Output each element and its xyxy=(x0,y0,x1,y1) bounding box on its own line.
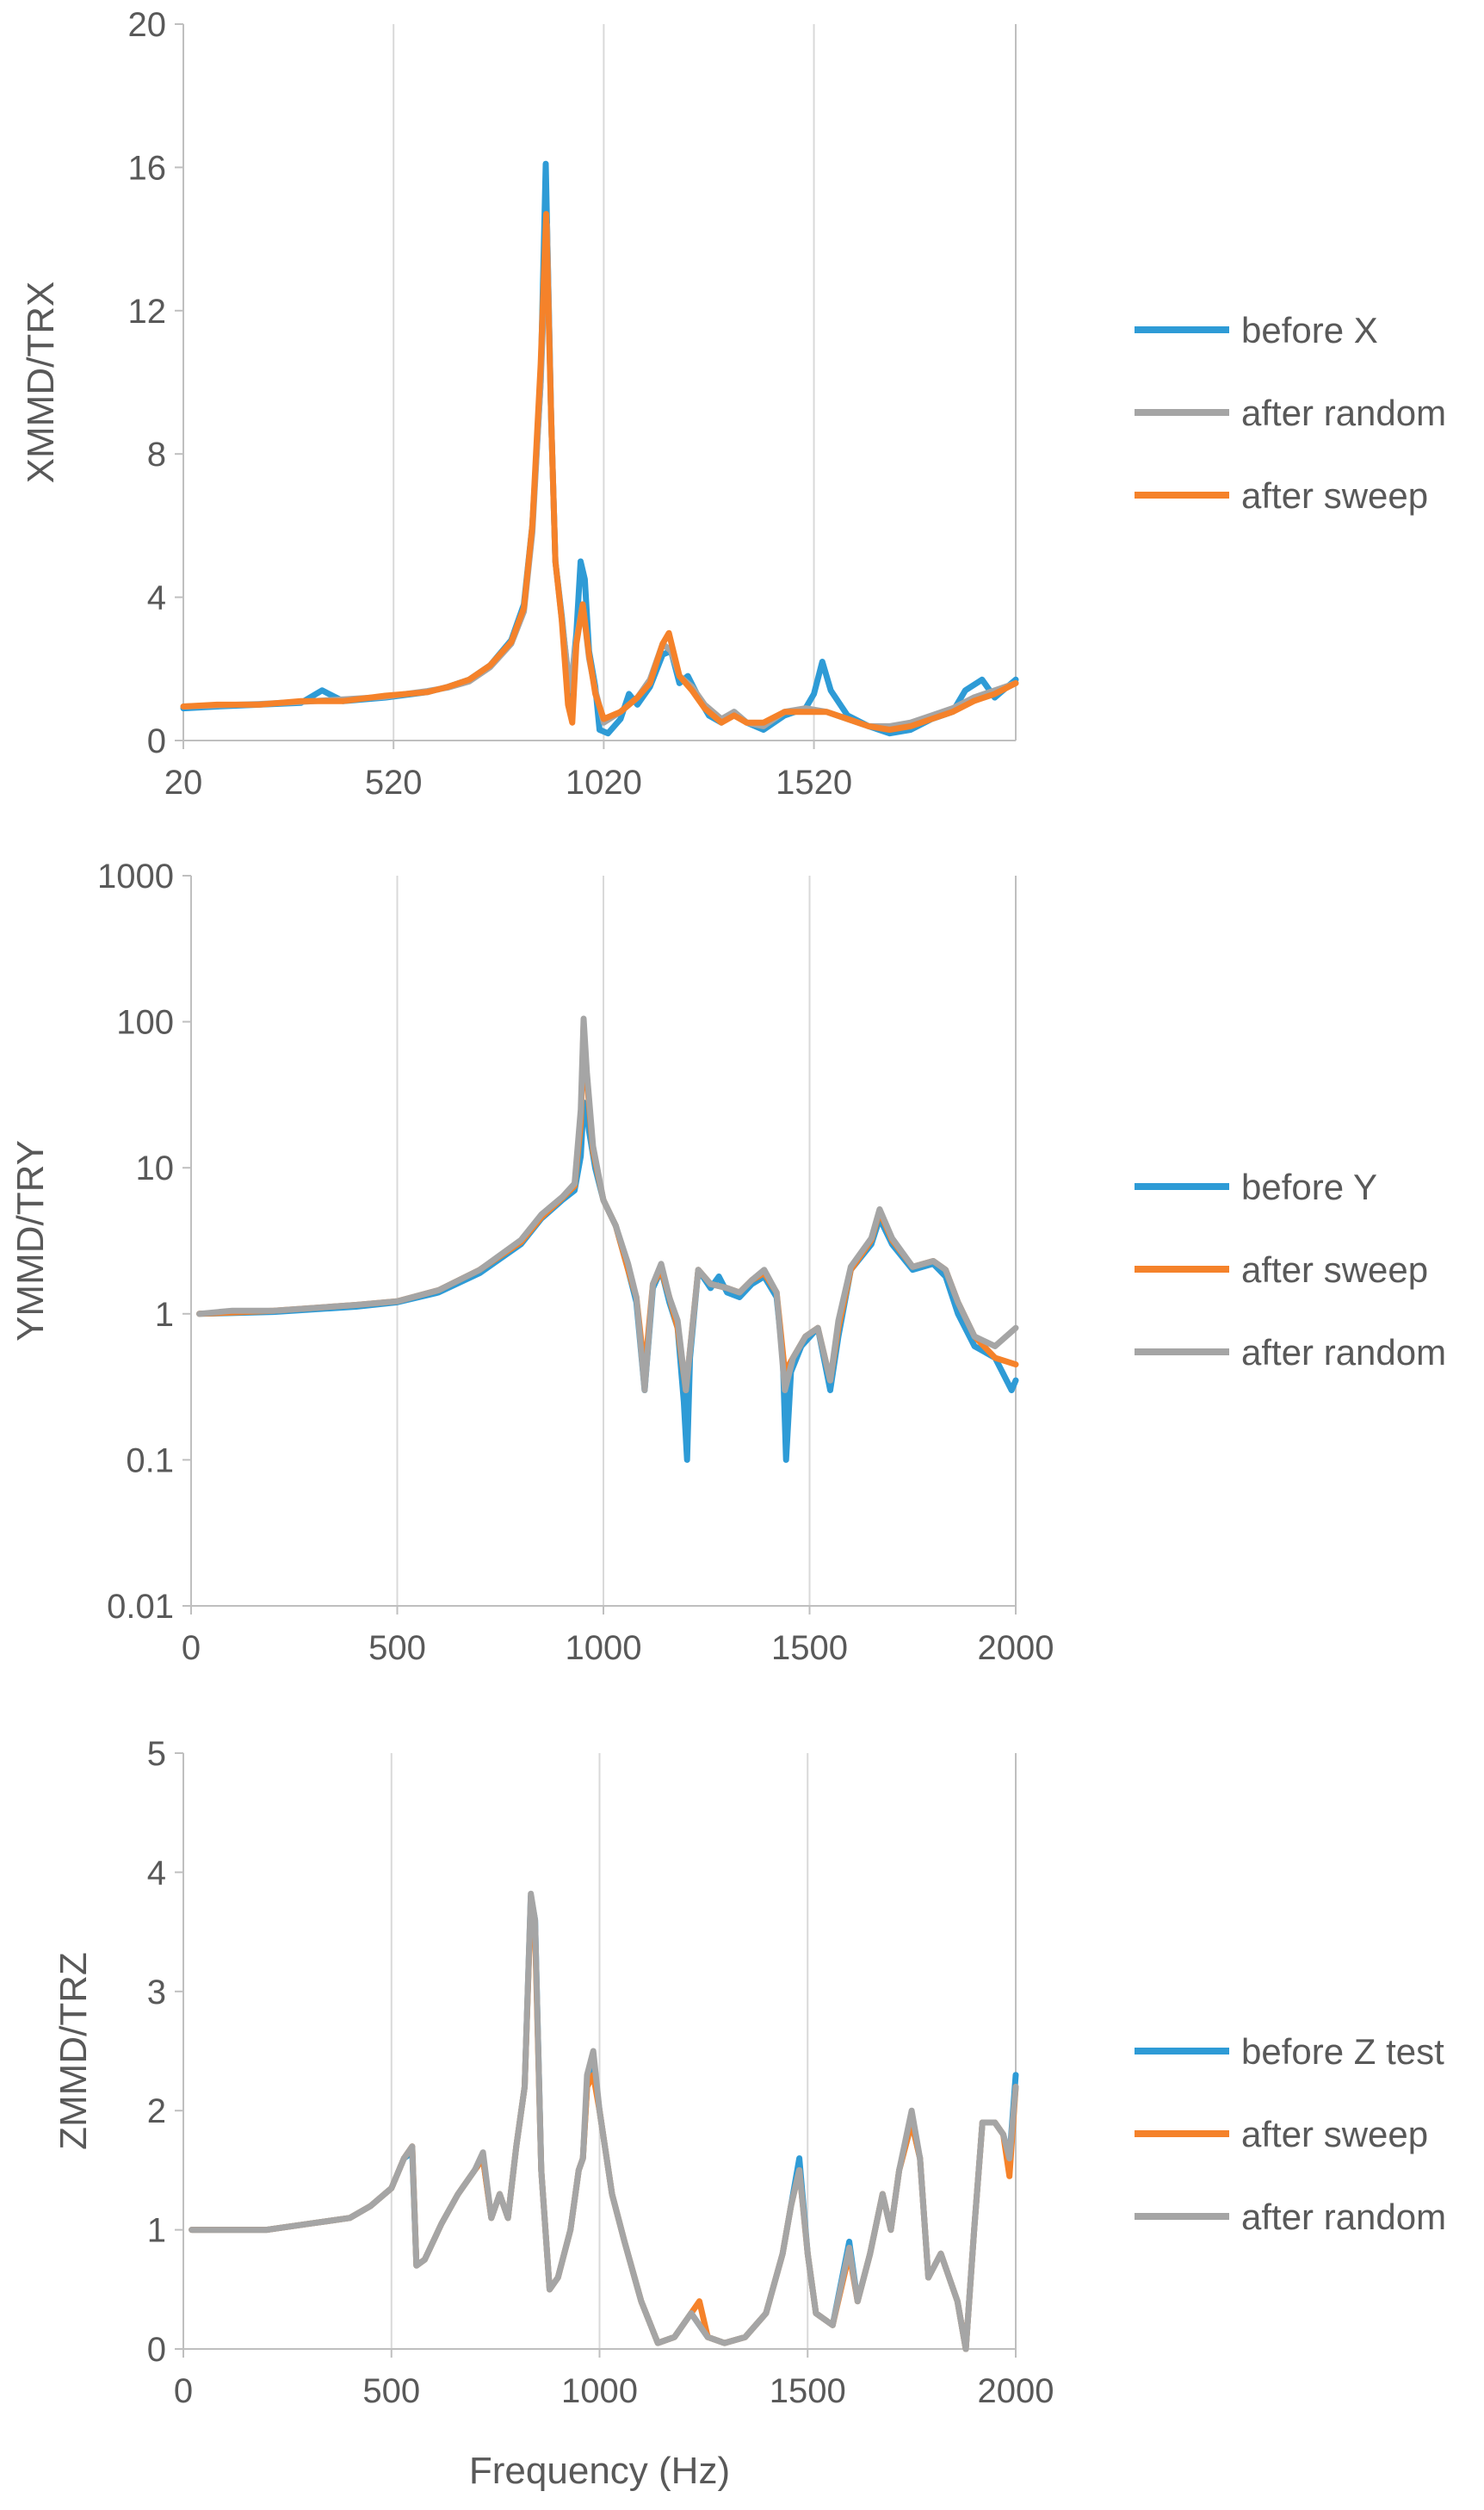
y-tick-label: 20 xyxy=(128,6,167,44)
y-tick-label: 2 xyxy=(147,2092,166,2130)
x-tick-label: 500 xyxy=(362,2372,420,2410)
x-tick-label: 1020 xyxy=(566,764,642,802)
x-tick-label: 2000 xyxy=(978,1629,1054,1667)
y-tick-label: 1 xyxy=(155,1296,174,1334)
x-tick-label: 1000 xyxy=(566,1629,642,1667)
x-tick-label: 20 xyxy=(164,764,203,802)
y-tick-label: 0 xyxy=(147,2331,166,2369)
y-tick-label: 0 xyxy=(147,722,166,760)
x-tick-label: 1520 xyxy=(776,764,852,802)
y-tick-label: 12 xyxy=(128,293,167,331)
legend-label: after sweep xyxy=(1241,475,1428,516)
y-axis-title: XMMD/TRX xyxy=(20,282,62,484)
legend-label: before Y xyxy=(1241,1167,1377,1207)
legend-label: after random xyxy=(1241,1332,1446,1373)
y-tick-label: 8 xyxy=(147,436,166,474)
y-tick-label: 3 xyxy=(147,1974,166,2011)
series-line xyxy=(180,221,1019,729)
series-line xyxy=(180,160,1019,737)
legend-label: before X xyxy=(1241,310,1378,350)
x-tick-label: 520 xyxy=(365,764,423,802)
x-tick-label: 1500 xyxy=(770,2372,846,2410)
y-axis-title: ZMMD/TRZ xyxy=(53,1952,95,2150)
legend-label: after sweep xyxy=(1241,2114,1428,2154)
chart-panel-1: 0 4 8 12 16 20 20 520 1020 1520 XMMD/TRX before X af… xyxy=(20,6,1446,802)
y-tick-label: 0.01 xyxy=(107,1588,174,1626)
y-tick-label: 1 xyxy=(147,2212,166,2250)
series-line xyxy=(189,1890,1019,2352)
chart-panel-3: 0 1 2 3 4 5 0 500 1000 1500 2000 ZMMD/TRZ Frequency … xyxy=(53,1735,1446,2492)
chart-panel-2: 0.01 0.1 1 10 100 1000 0 500 1000 1500 2000 YMMD/TR… xyxy=(9,858,1446,1667)
series-line xyxy=(196,1015,1019,1393)
x-tick-label: 0 xyxy=(182,1629,201,1667)
y-tick-label: 100 xyxy=(116,1004,174,1042)
y-tick-label: 16 xyxy=(128,149,167,187)
legend-label: before Z test xyxy=(1241,2031,1444,2072)
legend-label: after random xyxy=(1241,2197,1446,2237)
legend-label: after random xyxy=(1241,393,1446,433)
x-tick-label: 500 xyxy=(368,1629,426,1667)
y-tick-label: 10 xyxy=(136,1150,175,1187)
y-tick-label: 5 xyxy=(147,1735,166,1773)
y-tick-label: 4 xyxy=(147,1854,166,1892)
series-line xyxy=(196,1099,1019,1463)
x-axis-title: Frequency (Hz) xyxy=(469,2450,730,2492)
x-tick-label: 1000 xyxy=(561,2372,638,2410)
x-tick-label: 1500 xyxy=(771,1629,848,1667)
x-tick-label: 2000 xyxy=(978,2372,1054,2410)
y-tick-label: 0.1 xyxy=(126,1441,174,1479)
series-line xyxy=(180,211,1019,733)
x-tick-label: 0 xyxy=(174,2372,193,2410)
y-tick-label: 4 xyxy=(147,579,166,617)
y-tick-label: 1000 xyxy=(97,858,174,896)
y-axis-title: YMMD/TRY xyxy=(9,1140,52,1342)
legend-label: after sweep xyxy=(1241,1249,1428,1290)
